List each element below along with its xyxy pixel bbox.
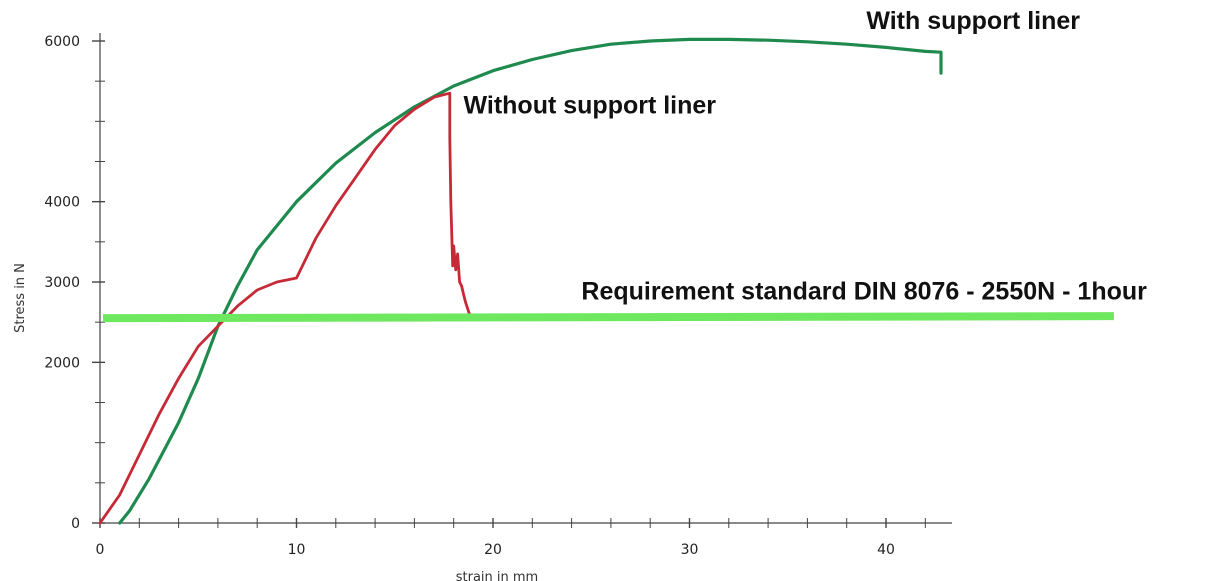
- series-line-with-liner: [118, 37, 943, 525]
- y-tick-label: 4000: [44, 195, 80, 211]
- tick-labels: 0 10 20 30 40 0 2000 3000 4000 6000: [44, 34, 895, 558]
- x-tick-label: 30: [681, 542, 699, 558]
- y-tick-label: 6000: [44, 34, 80, 50]
- y-axis-label: Stress in N: [13, 263, 28, 333]
- annotation-without-liner: Without support liner: [464, 91, 717, 119]
- x-axis-label: strain in mm: [456, 570, 538, 581]
- axes: [99, 33, 952, 524]
- reference-line: [102, 312, 1114, 323]
- x-tick-label: 20: [484, 542, 502, 558]
- y-tick-label: 2000: [44, 355, 80, 371]
- annotation-requirement: Requirement standard DIN 8076 - 2550N - …: [581, 278, 1147, 306]
- reference-line-group: [102, 312, 1114, 323]
- series-lines: [98, 37, 943, 525]
- annotations: With support liner Without support liner R…: [464, 7, 1148, 306]
- annotation-with-liner: With support liner: [866, 7, 1080, 35]
- series-line-without-liner: [98, 91, 471, 525]
- x-tick-label: 0: [96, 542, 105, 558]
- x-tick-label: 40: [877, 542, 895, 558]
- tick-marks: [92, 40, 926, 528]
- y-tick-label: 3000: [44, 275, 80, 291]
- y-tick-label: 0: [71, 516, 80, 532]
- x-tick-label: 10: [288, 542, 306, 558]
